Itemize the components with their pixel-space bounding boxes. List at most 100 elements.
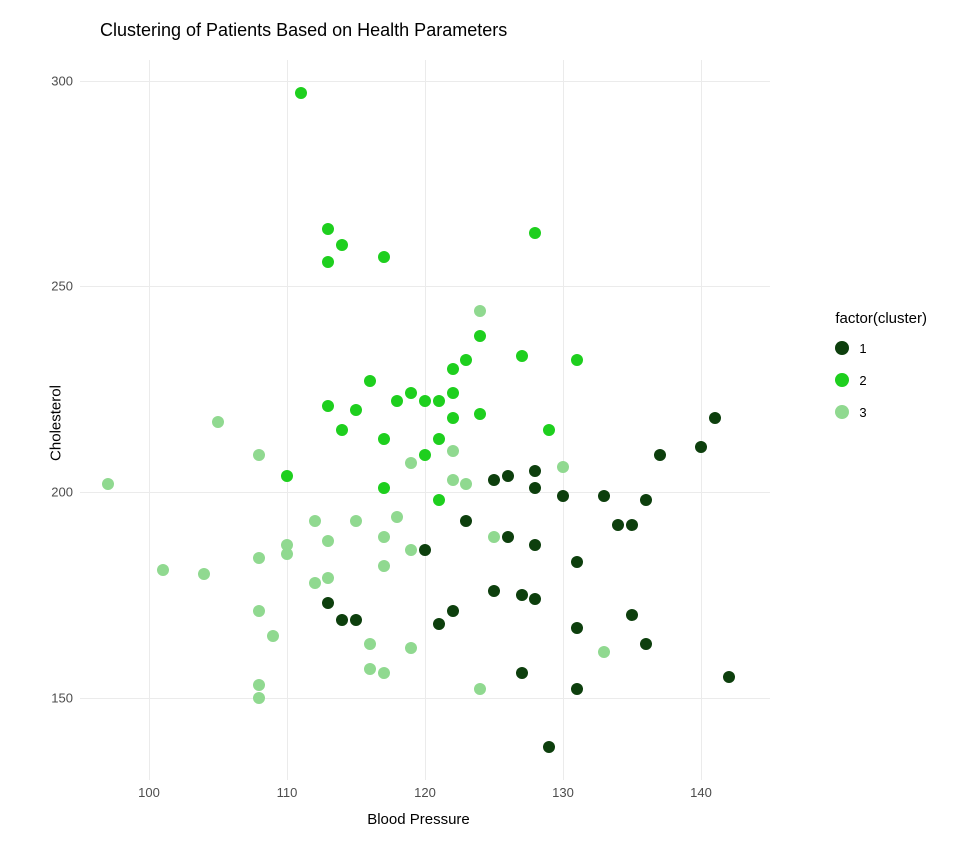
data-point xyxy=(709,412,721,424)
data-point xyxy=(447,605,459,617)
data-point xyxy=(447,474,459,486)
y-tick-label: 300 xyxy=(38,73,73,88)
x-tick-label: 130 xyxy=(552,785,574,800)
data-point xyxy=(488,531,500,543)
data-point xyxy=(502,470,514,482)
data-point xyxy=(529,227,541,239)
data-point xyxy=(474,305,486,317)
x-tick-label: 110 xyxy=(277,785,298,800)
x-tick-label: 120 xyxy=(414,785,436,800)
data-point xyxy=(516,667,528,679)
data-point xyxy=(322,256,334,268)
legend-title: factor(cluster) xyxy=(835,310,927,327)
data-point xyxy=(336,614,348,626)
legend-swatch xyxy=(835,341,849,355)
legend-label: 1 xyxy=(859,341,866,356)
data-point xyxy=(336,424,348,436)
data-point xyxy=(364,638,376,650)
x-axis-label: Blood Pressure xyxy=(367,811,470,828)
data-point xyxy=(419,544,431,556)
y-tick-label: 250 xyxy=(38,279,73,294)
grid-line-horizontal xyxy=(80,286,770,287)
legend-item: 3 xyxy=(835,401,927,423)
data-point xyxy=(571,556,583,568)
data-point xyxy=(378,667,390,679)
data-point xyxy=(626,609,638,621)
data-point xyxy=(378,251,390,263)
data-point xyxy=(447,363,459,375)
data-point xyxy=(309,577,321,589)
data-point xyxy=(571,622,583,634)
data-point xyxy=(253,692,265,704)
data-point xyxy=(198,568,210,580)
data-point xyxy=(460,354,472,366)
data-point xyxy=(350,515,362,527)
data-point xyxy=(433,618,445,630)
data-point xyxy=(350,614,362,626)
data-point xyxy=(253,679,265,691)
data-point xyxy=(405,387,417,399)
data-point xyxy=(433,395,445,407)
legend-item: 2 xyxy=(835,369,927,391)
grid-line-vertical xyxy=(563,60,564,780)
data-point xyxy=(529,465,541,477)
data-point xyxy=(447,445,459,457)
y-axis-label: Cholesterol xyxy=(47,385,64,461)
data-point xyxy=(723,671,735,683)
data-point xyxy=(281,470,293,482)
x-tick-label: 100 xyxy=(138,785,160,800)
plot-area xyxy=(80,60,770,780)
grid-line-horizontal xyxy=(80,81,770,82)
data-point xyxy=(405,457,417,469)
data-point xyxy=(557,461,569,473)
grid-line-horizontal xyxy=(80,492,770,493)
grid-line-vertical xyxy=(149,60,150,780)
data-point xyxy=(447,412,459,424)
data-point xyxy=(253,605,265,617)
data-point xyxy=(405,544,417,556)
data-point xyxy=(253,449,265,461)
data-point xyxy=(336,239,348,251)
data-point xyxy=(378,433,390,445)
data-point xyxy=(253,552,265,564)
legend-item: 1 xyxy=(835,337,927,359)
data-point xyxy=(529,482,541,494)
data-point xyxy=(516,589,528,601)
data-point xyxy=(640,638,652,650)
data-point xyxy=(378,560,390,572)
data-point xyxy=(322,572,334,584)
data-point xyxy=(322,223,334,235)
data-point xyxy=(322,400,334,412)
data-point xyxy=(295,87,307,99)
data-point xyxy=(516,350,528,362)
data-point xyxy=(529,539,541,551)
data-point xyxy=(557,490,569,502)
data-point xyxy=(460,515,472,527)
legend: factor(cluster) 1 2 3 xyxy=(835,310,927,433)
legend-swatch xyxy=(835,373,849,387)
data-point xyxy=(433,494,445,506)
data-point xyxy=(391,511,403,523)
x-tick-label: 140 xyxy=(690,785,712,800)
data-point xyxy=(378,482,390,494)
data-point xyxy=(626,519,638,531)
data-point xyxy=(598,490,610,502)
legend-swatch xyxy=(835,405,849,419)
data-point xyxy=(529,593,541,605)
scatter-chart: Clustering of Patients Based on Health P… xyxy=(0,0,957,846)
data-point xyxy=(267,630,279,642)
data-point xyxy=(419,395,431,407)
data-point xyxy=(350,404,362,416)
data-point xyxy=(488,585,500,597)
legend-label: 2 xyxy=(859,373,866,388)
data-point xyxy=(695,441,707,453)
data-point xyxy=(433,433,445,445)
data-point xyxy=(654,449,666,461)
chart-title: Clustering of Patients Based on Health P… xyxy=(100,20,507,41)
data-point xyxy=(322,535,334,547)
data-point xyxy=(488,474,500,486)
data-point xyxy=(405,642,417,654)
data-point xyxy=(309,515,321,527)
data-point xyxy=(571,354,583,366)
data-point xyxy=(460,478,472,490)
